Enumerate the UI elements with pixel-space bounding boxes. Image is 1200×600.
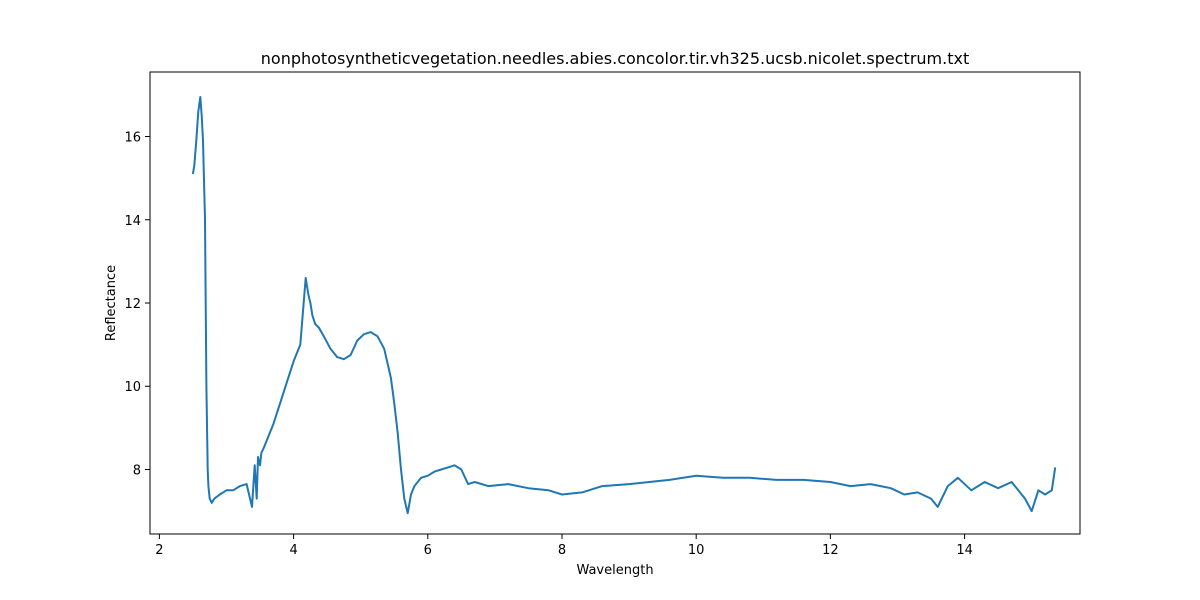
x-axis-label: Wavelength: [576, 563, 653, 578]
y-tick-label: 8: [133, 463, 141, 478]
x-tick-label: 14: [956, 543, 973, 558]
x-tick-label: 10: [688, 543, 705, 558]
x-tick-label: 4: [289, 543, 297, 558]
x-tick-label: 8: [558, 543, 566, 558]
y-axis-ticks: 8 10 12 14 16: [124, 131, 150, 478]
y-axis-label: Reflectance: [104, 265, 119, 341]
x-tick-label: 2: [155, 543, 163, 558]
plot-area: [191, 96, 1057, 515]
series-line-0: [191, 96, 1057, 515]
chart-title: nonphotosyntheticvegetation.needles.abie…: [261, 49, 969, 68]
y-tick-label: 10: [124, 380, 141, 395]
y-tick-label: 16: [124, 131, 141, 146]
x-tick-label: 6: [424, 543, 432, 558]
x-axis-ticks: 2 4 6 8 10 12 14: [155, 534, 973, 558]
x-tick-label: 12: [822, 543, 839, 558]
y-tick-label: 14: [124, 214, 141, 229]
y-tick-label: 12: [124, 297, 141, 312]
